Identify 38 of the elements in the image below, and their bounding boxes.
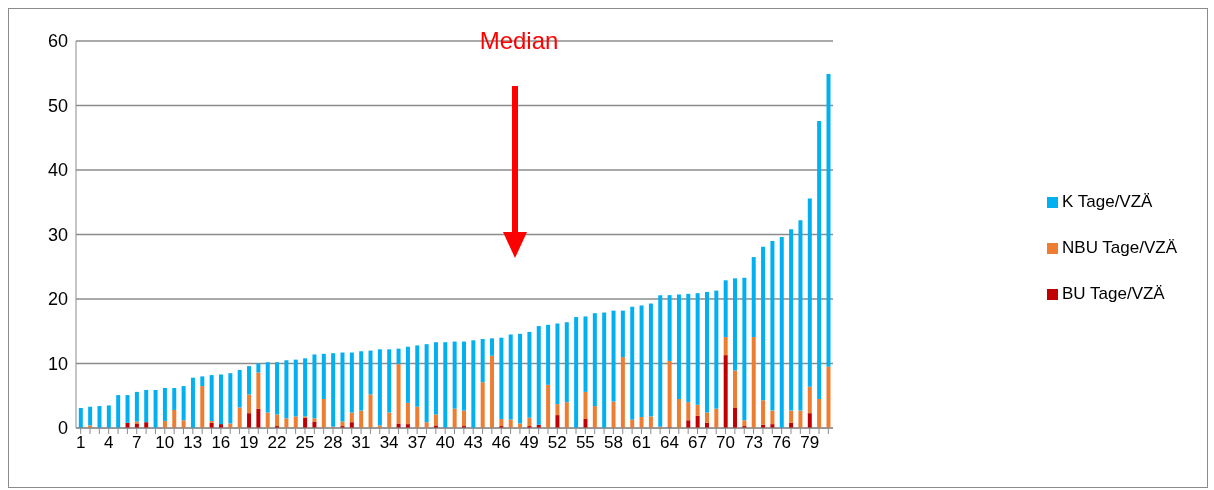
legend-label: NBU Tage/VZÄ <box>1062 238 1177 258</box>
x-tick-label: 79 <box>800 433 820 453</box>
x-tick-label: 16 <box>211 433 231 453</box>
x-tick-label: 76 <box>772 433 792 453</box>
x-tick-label: 28 <box>323 433 343 453</box>
x-tick-label: 34 <box>379 433 399 453</box>
x-tick-label: 40 <box>435 433 455 453</box>
x-tick-label: 55 <box>575 433 595 453</box>
y-tick-label: 10 <box>47 353 68 374</box>
chart-title: Median <box>478 27 560 55</box>
x-tick-label: 4 <box>103 433 114 453</box>
x-tick-label: 25 <box>295 433 315 453</box>
x-tick-label: 10 <box>155 433 175 453</box>
x-tick-label: 70 <box>716 433 736 453</box>
x-tick-label: 1 <box>75 433 86 453</box>
x-tick-label: 52 <box>547 433 567 453</box>
x-tick-label: 46 <box>491 433 511 453</box>
y-tick-label: 50 <box>47 95 68 116</box>
x-tick-label: 7 <box>132 433 142 453</box>
x-tick-label: 58 <box>603 433 623 453</box>
y-tick-label: 30 <box>47 224 68 245</box>
y-tick-label: 20 <box>47 289 68 310</box>
x-tick-label: 49 <box>519 433 539 453</box>
x-tick-label: 22 <box>267 433 287 453</box>
x-tick-label: 73 <box>744 433 764 453</box>
y-tick-label: 60 <box>47 31 68 52</box>
x-tick-label: 61 <box>631 433 651 453</box>
x-tick-label: 19 <box>239 433 259 453</box>
legend-label: BU Tage/VZÄ <box>1062 284 1165 304</box>
x-tick-label: 13 <box>183 433 203 453</box>
x-tick-label: 67 <box>688 433 707 453</box>
y-tick-label: 0 <box>57 418 68 439</box>
x-tick-label: 64 <box>660 433 679 453</box>
x-tick-label: 43 <box>463 433 483 453</box>
y-tick-label: 40 <box>47 160 68 181</box>
legend-label: K Tage/VZÄ <box>1062 192 1153 212</box>
x-tick-label: 31 <box>351 433 371 453</box>
x-tick-label: 37 <box>407 433 427 453</box>
